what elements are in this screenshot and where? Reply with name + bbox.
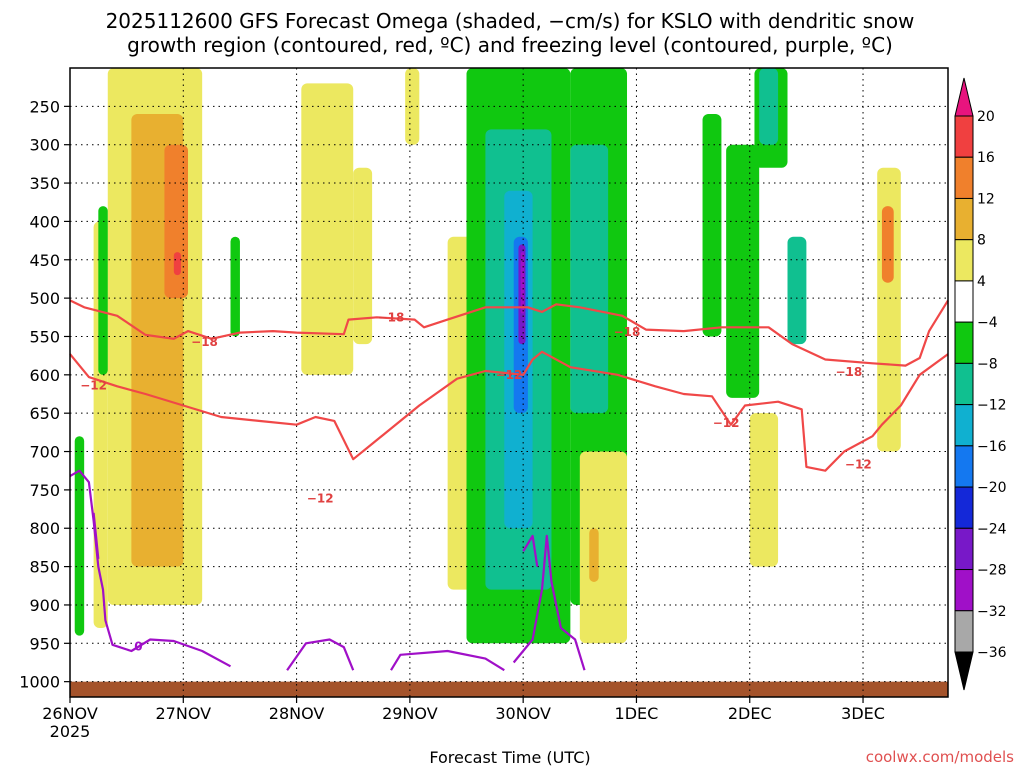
dgz-label--18-0: −18 — [191, 335, 218, 349]
y-tick-label-850: 850 — [29, 558, 60, 577]
colorbar-swatch-13 — [954, 610, 974, 653]
x-tick-label-2DEC: 2DEC — [728, 704, 772, 723]
y-tick-label-500: 500 — [29, 289, 60, 308]
dgz-label--18-1: −18 — [378, 310, 405, 324]
y-tick-label-250: 250 — [29, 97, 60, 116]
chart-title-line1: 2025112600 GFS Forecast Omega (shaded, −… — [106, 9, 915, 33]
y-tick-label-350: 350 — [29, 174, 60, 193]
colorbar-label-4: 4 — [977, 274, 986, 290]
x-tick-label-28NOV: 28NOV — [269, 704, 325, 723]
x-tick-label-29NOV: 29NOV — [382, 704, 438, 723]
omega-cell-2 — [164, 144, 189, 299]
omega-cell-26 — [787, 236, 807, 345]
y-tick-label-800: 800 — [29, 519, 60, 538]
omega-cell-19 — [570, 144, 609, 414]
colorbar-label-1: 16 — [977, 150, 995, 166]
y-tick-label-550: 550 — [29, 327, 60, 346]
chart-title-line2: growth region (contoured, red, ºC) and f… — [127, 33, 893, 57]
omega-cell-20 — [579, 451, 628, 644]
y-tick-label-300: 300 — [29, 136, 60, 155]
omega-cell-7 — [230, 236, 240, 337]
ground-surface — [70, 681, 948, 697]
colorbar-label-10: −24 — [977, 521, 1007, 537]
colorbar-swatch-1 — [954, 115, 974, 158]
colorbar-swatch-8 — [954, 404, 974, 447]
colorbar-label-9: −20 — [977, 480, 1007, 496]
x-tick-label-26NOV: 26NOV — [42, 704, 98, 723]
colorbar-label-12: −32 — [977, 604, 1007, 620]
dgz-label--12-3: −12 — [713, 416, 740, 430]
y-tick-label-950: 950 — [29, 634, 60, 653]
omega-cell-8 — [301, 83, 354, 375]
colorbar-label-7: −12 — [977, 398, 1007, 414]
omega-cell-3 — [173, 252, 181, 276]
freezing-contour-b-0 — [92, 512, 100, 560]
omega-cell-22 — [702, 114, 722, 337]
freezing-fragment-2 — [512, 534, 586, 671]
x-tick-label-3DEC: 3DEC — [841, 704, 885, 723]
dgz-label--18-3: −18 — [835, 365, 862, 379]
y-tick-label-450: 450 — [29, 251, 60, 270]
omega-shading — [74, 68, 901, 644]
omega-cell-21 — [589, 528, 599, 582]
omega-cell-29 — [881, 206, 894, 283]
colorbar-label-5: −4 — [977, 315, 998, 331]
y-tick-label-600: 600 — [29, 366, 60, 385]
credit-text[interactable]: coolwx.com/models — [866, 748, 1014, 766]
colorbar-swatch-12 — [954, 569, 974, 612]
freezing-contour-0 — [69, 469, 232, 668]
dgz-label--12-4: −12 — [845, 458, 872, 472]
freezing-fragment-3 — [522, 534, 539, 567]
colorbar-swatch-10 — [954, 486, 974, 529]
colorbar-label-8: −16 — [977, 439, 1007, 455]
plot-frame — [69, 67, 949, 698]
colorbar-swatch-7 — [954, 362, 974, 406]
colorbar-cap-top — [954, 77, 974, 117]
x-tick-label-27NOV: 27NOV — [155, 704, 211, 723]
freezing-label-0-0: 0 — [134, 639, 142, 653]
colorbar-cap-bottom — [954, 651, 974, 691]
colorbar: 20 16 12 8 4 −4 −8 −12 −16 −20 −24 −28 −32 −36 — [954, 77, 1007, 691]
omega-cell-9 — [353, 167, 373, 345]
colorbar-swatch-6 — [954, 321, 974, 364]
y-tick-label-1000: 1000 — [19, 673, 60, 692]
colorbar-label-3: 8 — [977, 233, 986, 249]
y-tick-label-900: 900 — [29, 596, 60, 615]
colorbar-label-13: −36 — [977, 645, 1007, 661]
omega-cell-6 — [74, 436, 85, 636]
colorbar-label-0: 20 — [977, 109, 995, 125]
y-tick-label-400: 400 — [29, 212, 60, 231]
dgz-label--12-0: −12 — [80, 379, 107, 393]
colorbar-label-6: −8 — [977, 356, 998, 372]
x-axis-label: Forecast Time (UTC) — [429, 748, 590, 767]
colorbar-swatch-3 — [954, 197, 974, 241]
colorbar-label-2: 12 — [977, 191, 995, 207]
colorbar-swatch-5 — [954, 280, 974, 323]
freezing-fragment-1 — [390, 649, 505, 672]
omega-cell-5 — [98, 206, 108, 375]
contours: −18 −18 −18 −18 −12 −12 −12 −12 −12 0 — [69, 299, 949, 672]
y-axis: 250 300 350 400 450 500 550 600 650 700 750 800 850 9… — [19, 97, 70, 692]
y-tick-label-650: 650 — [29, 404, 60, 423]
colorbar-label-11: −28 — [977, 563, 1007, 579]
x-tick-sublabel-26NOV: 2025 — [50, 722, 91, 741]
freezing-fragment-0 — [286, 638, 355, 671]
y-tick-label-700: 700 — [29, 443, 60, 462]
dgz-label--12-2: −12 — [496, 368, 523, 382]
colorbar-swatch-2 — [954, 156, 974, 199]
colorbar-swatch-4 — [954, 239, 974, 282]
x-tick-label-30NOV: 30NOV — [495, 704, 551, 723]
omega-cell-23 — [726, 144, 760, 398]
colorbar-swatch-9 — [954, 445, 974, 488]
dgz-label--12-1: −12 — [307, 491, 334, 505]
dgz-contour--12 — [69, 350, 949, 472]
colorbar-swatch-11 — [954, 527, 974, 571]
dgz-label--18-2: −18 — [614, 325, 641, 339]
x-tick-label-1DEC: 1DEC — [615, 704, 659, 723]
dgz-contour--18 — [69, 299, 949, 367]
y-tick-label-750: 750 — [29, 481, 60, 500]
